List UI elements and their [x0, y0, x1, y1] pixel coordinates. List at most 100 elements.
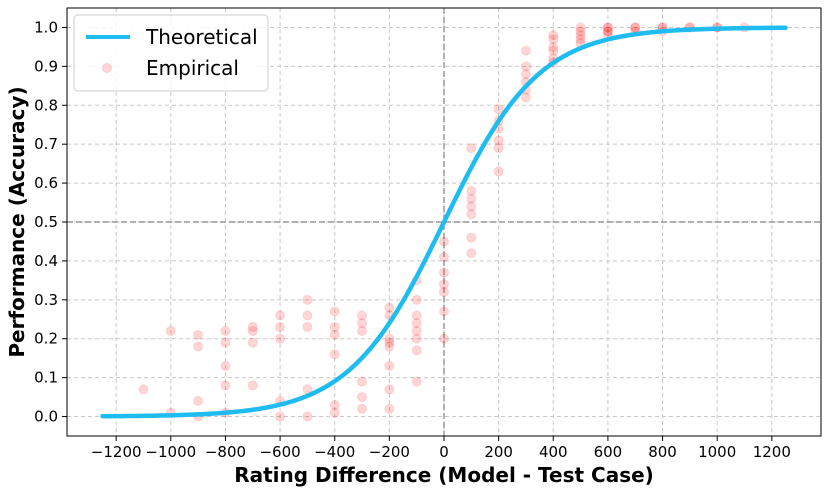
empirical-point — [138, 384, 149, 395]
empirical-point — [302, 310, 313, 321]
empirical-point — [193, 341, 204, 352]
empirical-point — [439, 333, 449, 344]
empirical-point — [602, 22, 613, 33]
x-tick-label: 600 — [594, 443, 623, 461]
y-tick-label: 0.4 — [34, 252, 58, 270]
empirical-point — [466, 143, 477, 154]
empirical-point — [493, 104, 504, 115]
empirical-point — [548, 30, 559, 41]
x-tick-label: −800 — [205, 443, 246, 461]
x-tick-label: −400 — [314, 443, 355, 461]
empirical-point — [275, 411, 286, 422]
empirical-point — [630, 22, 641, 33]
empirical-point — [493, 135, 504, 146]
empirical-point — [247, 337, 258, 348]
y-tick-label: 0.3 — [34, 291, 58, 309]
empirical-point — [357, 310, 368, 321]
empirical-point — [247, 325, 258, 336]
x-tick-label: 400 — [539, 443, 568, 461]
empirical-point — [411, 294, 422, 305]
empirical-point — [520, 92, 531, 103]
y-tick-label: 0.8 — [34, 96, 58, 114]
empirical-point — [493, 143, 504, 154]
empirical-point — [384, 337, 395, 348]
empirical-point — [302, 322, 313, 333]
empirical-point — [411, 345, 422, 356]
empirical-point — [575, 26, 586, 37]
legend-empirical-label: Empirical — [146, 56, 239, 80]
empirical-point — [493, 166, 504, 177]
empirical-point — [602, 22, 613, 33]
empirical-point — [247, 380, 258, 391]
empirical-point — [520, 69, 531, 80]
empirical-point — [411, 333, 422, 344]
empirical-point — [466, 209, 477, 220]
empirical-point — [602, 26, 613, 37]
empirical-point — [466, 201, 477, 212]
legend-theoretical-label: Theoretical — [145, 25, 258, 49]
empirical-point — [411, 325, 422, 336]
empirical-point — [548, 34, 559, 45]
empirical-point — [357, 318, 368, 329]
empirical-point — [439, 306, 449, 317]
empirical-point — [602, 26, 613, 37]
empirical-point — [384, 341, 395, 352]
x-tick-label: 1000 — [698, 443, 736, 461]
empirical-point — [439, 252, 449, 263]
x-tick-label: 800 — [648, 443, 677, 461]
x-tick-label: −1200 — [91, 443, 142, 461]
empirical-point — [439, 287, 449, 298]
y-tick-label: 0.2 — [34, 330, 58, 348]
empirical-point — [220, 360, 231, 371]
legend-box — [73, 14, 269, 92]
empirical-point — [193, 329, 204, 340]
empirical-point — [466, 193, 477, 204]
empirical-point — [165, 325, 176, 336]
empirical-point — [411, 310, 422, 321]
empirical-point — [439, 236, 449, 247]
empirical-point — [520, 45, 531, 56]
empirical-point — [411, 376, 422, 387]
empirical-point — [275, 310, 286, 321]
empirical-point — [357, 392, 368, 403]
empirical-point — [357, 403, 368, 414]
empirical-point — [384, 360, 395, 371]
empirical-point — [466, 248, 477, 259]
x-tick-label: −1000 — [145, 443, 196, 461]
empirical-point — [466, 185, 477, 196]
empirical-point — [466, 232, 477, 243]
empirical-point — [357, 376, 368, 387]
y-tick-label: 0.9 — [34, 57, 58, 75]
empirical-point — [520, 61, 531, 72]
legend: Theoretical Empirical — [73, 14, 269, 92]
y-tick-label: 1.0 — [34, 18, 58, 36]
empirical-point — [193, 395, 204, 406]
empirical-point — [357, 325, 368, 336]
empirical-point — [384, 333, 395, 344]
empirical-point — [575, 30, 586, 41]
y-tick-label: 0.6 — [34, 174, 58, 192]
y-tick-label: 0.5 — [34, 213, 58, 231]
y-tick-label: 0.7 — [34, 135, 58, 153]
x-tick-label: −200 — [369, 443, 410, 461]
theoretical-curve — [100, 25, 788, 419]
empirical-point — [302, 294, 313, 305]
empirical-point — [329, 399, 340, 410]
empirical-point — [220, 325, 231, 336]
empirical-point — [329, 329, 340, 340]
empirical-point — [220, 380, 231, 391]
y-tick-label: 0.0 — [34, 408, 58, 426]
y-tick-label: 0.1 — [34, 369, 58, 387]
empirical-point — [275, 333, 286, 344]
y-axis-label: Performance (Accuracy) — [5, 86, 29, 357]
empirical-point — [275, 322, 286, 333]
legend-empirical-marker — [102, 63, 112, 73]
empirical-point — [575, 34, 586, 45]
empirical-point — [220, 337, 231, 348]
empirical-point — [630, 22, 641, 33]
empirical-point — [384, 384, 395, 395]
empirical-point — [411, 318, 422, 329]
x-tick-label: 1200 — [753, 443, 791, 461]
empirical-point — [575, 22, 586, 33]
